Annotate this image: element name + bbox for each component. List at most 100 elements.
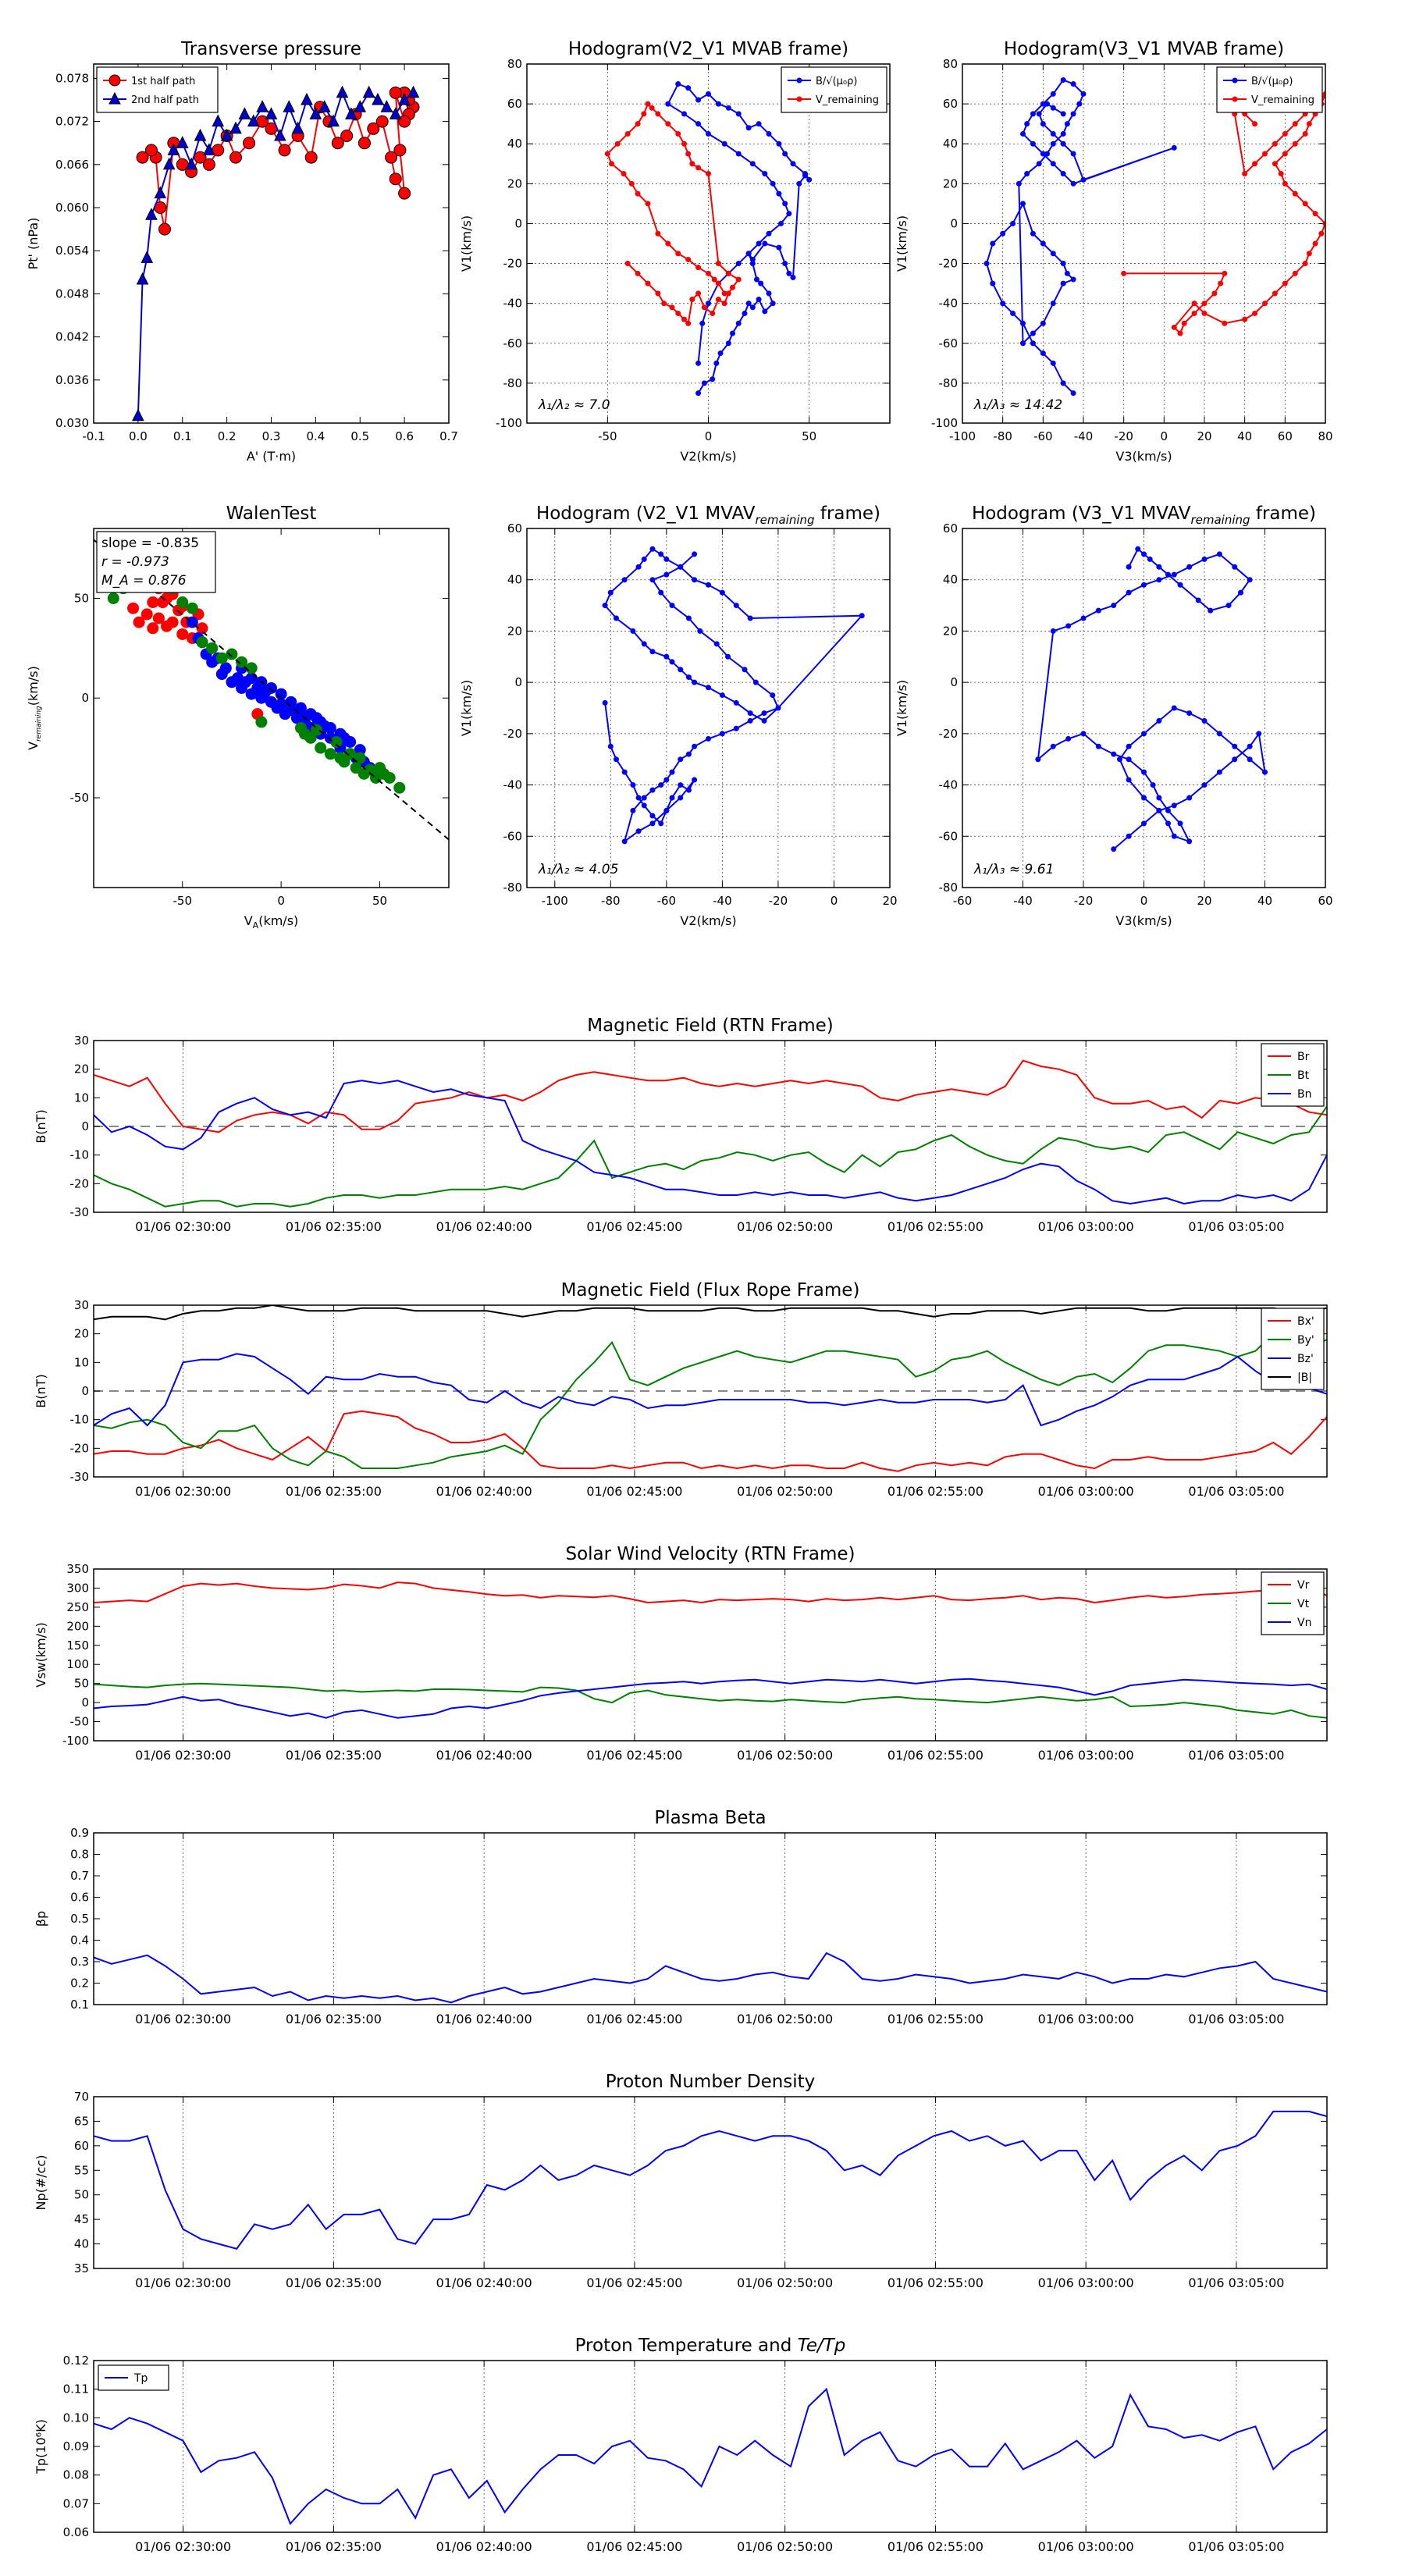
data-point — [1050, 628, 1056, 634]
x-tick-label: 01/06 03:00:00 — [1038, 1484, 1134, 1499]
data-point — [735, 261, 742, 267]
data-point — [721, 301, 727, 307]
x-tick-label: 01/06 02:55:00 — [887, 2012, 984, 2026]
y-tick-label: 30 — [74, 1034, 89, 1048]
data-point — [318, 100, 331, 112]
x-tick-label: -50 — [173, 894, 193, 908]
data-point — [1201, 556, 1208, 562]
plot-frame — [962, 63, 1326, 424]
data-point — [1222, 270, 1228, 276]
data-point — [713, 360, 720, 366]
data-point — [735, 276, 742, 283]
scatter-point — [344, 735, 357, 748]
plot-frame — [93, 2096, 1328, 2269]
legend-label: Bz' — [1297, 1353, 1314, 1365]
data-point — [641, 556, 647, 562]
data-point — [1040, 101, 1046, 107]
x-tick-label: 01/06 02:35:00 — [286, 1748, 382, 1763]
data-point — [725, 270, 731, 276]
data-point — [695, 121, 702, 127]
data-point — [1065, 735, 1072, 742]
data-point — [1044, 101, 1050, 107]
data-point — [1282, 151, 1288, 157]
data-point — [1171, 705, 1177, 711]
data-point — [761, 717, 767, 724]
x-tick-label: 01/06 02:55:00 — [887, 2275, 984, 2290]
data-point — [762, 171, 768, 177]
x-tick-label: 0 — [1140, 894, 1148, 908]
data-point — [1222, 320, 1228, 326]
y-tick-label: 60 — [507, 97, 522, 111]
scatter-point — [324, 722, 336, 735]
data-point — [663, 777, 670, 783]
y-tick-label: 0.066 — [55, 158, 89, 172]
y-tick-label: 0 — [950, 216, 958, 230]
data-point — [1216, 731, 1222, 737]
data-point — [706, 582, 711, 588]
data-point — [733, 603, 739, 609]
data-point — [630, 807, 636, 813]
data-point — [1312, 240, 1318, 247]
chart-title: Proton Temperature and Te/Tp — [575, 2336, 846, 2356]
x-axis-label: V2(km/s) — [680, 913, 736, 928]
data-point — [649, 649, 656, 655]
data-point — [786, 270, 792, 276]
x-tick-label: 60 — [1278, 429, 1293, 443]
data-point — [614, 141, 621, 147]
y-tick-label: 45 — [74, 2212, 89, 2226]
data-point — [1126, 756, 1132, 763]
scatter-point — [245, 662, 258, 674]
chart-title: Plasma Beta — [654, 1808, 766, 1828]
data-point — [1060, 130, 1066, 137]
x-tick-label: -60 — [657, 894, 677, 908]
walen-annotation: M_A = 0.876 — [101, 573, 187, 589]
data-point — [1040, 151, 1046, 157]
data-point — [247, 114, 260, 127]
data-point — [1020, 320, 1026, 326]
x-tick-label: 80 — [1318, 429, 1332, 443]
data-point — [265, 107, 278, 119]
x-tick-label: -20 — [1074, 894, 1094, 908]
walen-test-chart: -50 0 50 -50 0 50 WalenTest VA(km/s) Vremaining(… — [26, 503, 450, 930]
x-tick-label: 60 — [1318, 894, 1332, 908]
data-point — [782, 201, 788, 207]
data-point — [641, 111, 647, 117]
data-point — [607, 743, 614, 749]
series-line — [985, 79, 1175, 394]
y-tick-label: 0.9 — [70, 1826, 89, 1840]
data-point — [1060, 76, 1066, 83]
series-line — [94, 2110, 1327, 2250]
legend-label: Bn — [1297, 1088, 1311, 1101]
data-point — [641, 795, 647, 801]
data-point — [1282, 180, 1288, 187]
y-tick-label: -30 — [70, 1470, 90, 1484]
data-point — [1216, 551, 1222, 557]
data-point — [1306, 121, 1312, 127]
data-point — [655, 111, 661, 117]
y-tick-label: 80 — [943, 57, 958, 71]
y-tick-label: 0 — [81, 1384, 89, 1398]
scatter-point — [324, 748, 336, 760]
y-tick-label: 20 — [507, 176, 522, 190]
data-point — [1020, 340, 1026, 347]
scatter-point — [354, 752, 366, 764]
data-point — [706, 685, 711, 691]
x-tick-label: 01/06 02:55:00 — [887, 1748, 984, 1763]
y-tick-label: 0.12 — [63, 2354, 89, 2368]
data-point — [689, 161, 695, 167]
x-tick-label: 0.6 — [395, 429, 414, 443]
data-point — [1111, 846, 1117, 852]
data-point — [1186, 795, 1193, 801]
scatter-point — [393, 781, 406, 794]
data-point — [641, 641, 647, 647]
data-point — [398, 92, 411, 105]
data-point — [1141, 820, 1147, 827]
y-tick-label: 250 — [66, 1600, 89, 1614]
data-point — [1272, 161, 1278, 167]
data-point — [1247, 577, 1253, 583]
data-point — [725, 340, 731, 347]
scatter-point — [196, 636, 208, 649]
data-point — [806, 176, 813, 183]
legend-label: Bx' — [1297, 1315, 1314, 1328]
y-tick-label: 20 — [74, 1062, 89, 1076]
